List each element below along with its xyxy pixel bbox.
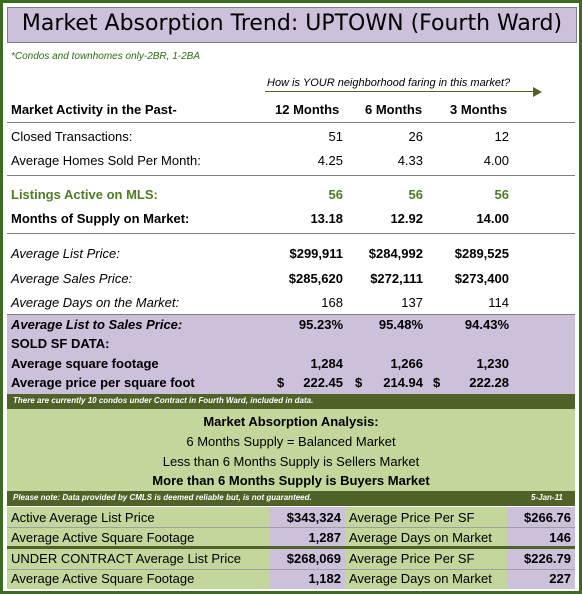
header-col-12: 12 Months	[275, 102, 340, 117]
ppsf-12: 222.45	[303, 375, 343, 390]
homes-sold-12: 4.25	[317, 153, 343, 168]
months-supply-label: Months of Supply on Market:	[11, 211, 190, 226]
sales-price-12: $285,620	[288, 271, 343, 286]
header-col-6: 6 Months	[365, 102, 423, 117]
divider	[7, 122, 575, 123]
ppsf-3: 222.28	[469, 375, 509, 390]
closed-transactions-label: Closed Transactions:	[11, 129, 133, 144]
list-price-3: $289,525	[454, 246, 509, 261]
arrow-right-icon	[533, 87, 542, 97]
active-sq-footage-value: 1,287	[308, 530, 341, 545]
active-value2-bg	[507, 507, 575, 546]
analysis-buyers: More than 6 Months Supply is Buyers Mark…	[152, 473, 430, 488]
supply-6: 12.92	[390, 211, 423, 226]
contract-sq-footage-value: 1,182	[308, 571, 341, 586]
days-3: 114	[488, 295, 509, 310]
page-title: Market Absorption Trend: UPTOWN (Fourth …	[21, 11, 563, 36]
active-price-per-sf-label: Average Price Per SF	[349, 510, 475, 525]
closed-6: 26	[408, 129, 423, 144]
supply-12: 13.18	[310, 211, 343, 226]
contract-note-bar: There are currently 10 condos under Cont…	[7, 394, 575, 409]
active-days-value: 146	[549, 530, 571, 545]
listings-6: 56	[408, 187, 423, 202]
ppsf-currency-3: $	[433, 375, 441, 390]
analysis-sellers: Less than 6 Months Supply is Sellers Mar…	[162, 454, 420, 469]
analysis-balanced: 6 Months Supply = Balanced Market	[186, 434, 396, 449]
supply-3: 14.00	[476, 211, 509, 226]
subtitle-note: *Condos and townhomes only-2BR, 1-2BA	[11, 51, 200, 62]
list-to-sales-3: 94.43%	[464, 317, 509, 332]
question-text: How is YOUR neighborhood faring in this …	[267, 77, 511, 89]
listings-12: 56	[328, 187, 343, 202]
days-6: 137	[401, 295, 423, 310]
active-list-price-label: Active Average List Price	[11, 510, 155, 525]
report-date: 5-Jan-11	[531, 493, 563, 502]
disclaimer-bar: Please note: Data provided by CMLS is de…	[7, 491, 575, 506]
divider	[7, 569, 575, 570]
sq-footage-12: 1,284	[310, 356, 343, 371]
sold-data-block	[7, 314, 575, 395]
contract-days-label: Average Days on Market	[349, 571, 492, 586]
contract-list-price-value: $268,069	[286, 551, 341, 566]
sq-footage-3: 1,230	[476, 356, 509, 371]
divider	[7, 233, 575, 234]
sq-footage-6: 1,266	[390, 356, 423, 371]
avg-list-price-label: Average List Price:	[11, 246, 120, 261]
list-to-sales-6: 95.48%	[378, 317, 423, 332]
header-label: Market Activity in the Past-	[11, 102, 177, 117]
active-label2-bg	[345, 507, 507, 546]
contract-list-price-label: UNDER CONTRACT Average List Price	[11, 551, 241, 566]
avg-sales-price-label: Average Sales Price:	[11, 271, 133, 286]
sold-sf-heading: SOLD SF DATA:	[11, 336, 110, 351]
homes-sold-3: 4.00	[483, 153, 509, 168]
analysis-heading: Market Absorption Analysis:	[203, 414, 379, 429]
ppsf-6: 214.94	[383, 375, 423, 390]
ppsf-currency-12: $	[277, 375, 285, 390]
sales-price-3: $273,400	[454, 271, 509, 286]
analysis-block: Market Absorption Analysis: 6 Months Sup…	[7, 409, 575, 491]
price-per-sqft-label: Average price per square foot	[11, 375, 195, 390]
avg-sq-footage-label: Average square footage	[11, 356, 159, 371]
active-list-price-value: $343,324	[286, 510, 341, 525]
listings-3: 56	[494, 187, 509, 202]
list-to-sales-12: 95.23%	[298, 317, 343, 332]
homes-sold-6: 4.33	[397, 153, 423, 168]
contract-sq-footage-label: Average Active Square Footage	[11, 571, 195, 586]
active-sq-footage-label: Average Active Square Footage	[11, 530, 195, 545]
contract-note: There are currently 10 condos under Cont…	[13, 396, 314, 405]
divider	[7, 175, 575, 176]
arrow-line	[265, 91, 537, 92]
disclaimer-text: Please note: Data provided by CMLS is de…	[13, 493, 312, 502]
listings-active-label: Listings Active on MLS:	[11, 187, 158, 202]
active-label-bg	[7, 507, 269, 546]
list-price-12: $299,911	[289, 246, 343, 261]
homes-sold-label: Average Homes Sold Per Month:	[11, 153, 201, 168]
days-12: 168	[321, 295, 343, 310]
closed-3: 12	[494, 129, 509, 144]
sales-price-6: $272,111	[370, 271, 423, 286]
active-value-bg	[269, 507, 345, 546]
closed-12: 51	[328, 129, 343, 144]
contract-price-per-sf-label: Average Price Per SF	[349, 551, 475, 566]
avg-days-label: Average Days on the Market:	[11, 295, 180, 310]
title-bar: Market Absorption Trend: UPTOWN (Fourth …	[7, 7, 577, 43]
divider	[7, 527, 575, 528]
table-separator	[7, 546, 575, 549]
contract-price-per-sf-value: $226.79	[524, 551, 571, 566]
active-days-label: Average Days on Market	[349, 530, 492, 545]
list-price-6: $284,992	[368, 246, 423, 261]
active-price-per-sf-value: $266.76	[524, 510, 571, 525]
list-to-sales-label: Average List to Sales Price:	[11, 317, 183, 332]
contract-days-value: 227	[549, 571, 571, 586]
ppsf-currency-6: $	[355, 375, 363, 390]
header-col-3: 3 Months	[450, 102, 508, 117]
